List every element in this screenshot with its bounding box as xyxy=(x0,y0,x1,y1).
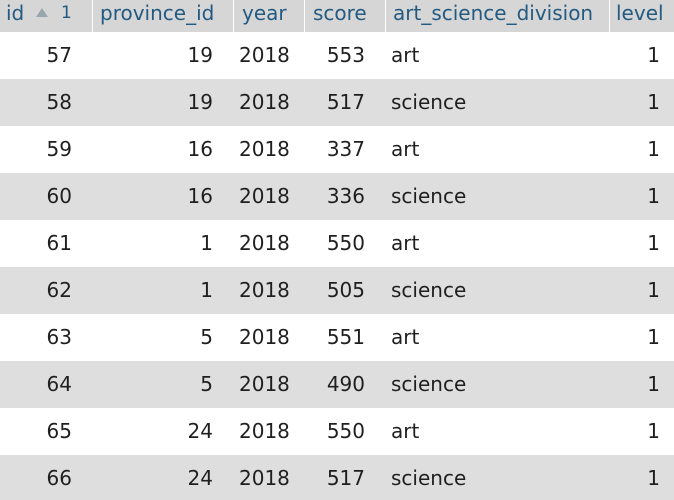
cell-province-id[interactable]: 5 xyxy=(200,372,213,396)
column-divider xyxy=(609,0,610,32)
cell-level[interactable]: 1 xyxy=(647,231,660,255)
table-row[interactable]: 64 5 2018 490 science 1 xyxy=(0,361,674,408)
cell-art-science-division[interactable]: science xyxy=(391,466,467,490)
cell-art-science-division[interactable]: art xyxy=(391,137,420,161)
cell-province-id[interactable]: 5 xyxy=(200,325,213,349)
cell-score[interactable]: 505 xyxy=(326,278,365,302)
cell-art-science-division[interactable]: science xyxy=(391,90,467,114)
cell-score[interactable]: 490 xyxy=(326,372,365,396)
cell-year[interactable]: 2018 xyxy=(239,466,290,490)
cell-province-id[interactable]: 19 xyxy=(187,90,213,114)
cell-art-science-division[interactable]: science xyxy=(391,278,467,302)
cell-id[interactable]: 63 xyxy=(46,325,72,349)
cell-id[interactable]: 61 xyxy=(46,231,72,255)
cell-level[interactable]: 1 xyxy=(647,419,660,443)
cell-score[interactable]: 553 xyxy=(326,43,365,67)
sort-order-number: 1 xyxy=(61,3,72,23)
cell-year[interactable]: 2018 xyxy=(239,325,290,349)
column-header-year[interactable]: year xyxy=(242,1,287,25)
cell-year[interactable]: 2018 xyxy=(239,90,290,114)
cell-province-id[interactable]: 1 xyxy=(200,231,213,255)
cell-province-id[interactable]: 1 xyxy=(200,278,213,302)
cell-id[interactable]: 60 xyxy=(46,184,72,208)
cell-id[interactable]: 58 xyxy=(46,90,72,114)
column-header-score[interactable]: score xyxy=(313,1,367,25)
cell-year[interactable]: 2018 xyxy=(239,419,290,443)
table-row[interactable]: 66 24 2018 517 science 1 xyxy=(0,455,674,500)
cell-level[interactable]: 1 xyxy=(647,90,660,114)
cell-level[interactable]: 1 xyxy=(647,137,660,161)
cell-level[interactable]: 1 xyxy=(647,325,660,349)
cell-id[interactable]: 59 xyxy=(46,137,72,161)
table-row[interactable]: 62 1 2018 505 science 1 xyxy=(0,267,674,314)
column-divider xyxy=(92,0,93,32)
sort-ascending-icon[interactable] xyxy=(36,8,48,17)
cell-art-science-division[interactable]: art xyxy=(391,419,420,443)
cell-score[interactable]: 551 xyxy=(326,325,365,349)
cell-score[interactable]: 517 xyxy=(326,90,365,114)
cell-year[interactable]: 2018 xyxy=(239,278,290,302)
cell-year[interactable]: 2018 xyxy=(239,184,290,208)
cell-province-id[interactable]: 24 xyxy=(187,466,213,490)
table-row[interactable]: 65 24 2018 550 art 1 xyxy=(0,408,674,455)
column-header-id[interactable]: id xyxy=(6,1,25,25)
cell-year[interactable]: 2018 xyxy=(239,137,290,161)
cell-year[interactable]: 2018 xyxy=(239,43,290,67)
cell-score[interactable]: 517 xyxy=(326,466,365,490)
column-header-level[interactable]: level xyxy=(616,1,664,25)
table-row[interactable]: 59 16 2018 337 art 1 xyxy=(0,126,674,173)
cell-art-science-division[interactable]: science xyxy=(391,184,467,208)
cell-level[interactable]: 1 xyxy=(647,466,660,490)
table-row[interactable]: 61 1 2018 550 art 1 xyxy=(0,220,674,267)
cell-level[interactable]: 1 xyxy=(647,278,660,302)
cell-province-id[interactable]: 19 xyxy=(187,43,213,67)
cell-score[interactable]: 550 xyxy=(326,231,365,255)
cell-art-science-division[interactable]: science xyxy=(391,372,467,396)
cell-province-id[interactable]: 16 xyxy=(187,137,213,161)
table-row[interactable]: 63 5 2018 551 art 1 xyxy=(0,314,674,361)
column-header-province-id[interactable]: province_id xyxy=(100,1,215,25)
column-divider xyxy=(233,0,234,32)
cell-id[interactable]: 62 xyxy=(46,278,72,302)
table-header: id 1 province_id year score art_science_… xyxy=(0,0,674,32)
column-header-art-science-division[interactable]: art_science_division xyxy=(393,1,594,25)
cell-id[interactable]: 57 xyxy=(46,43,72,67)
cell-year[interactable]: 2018 xyxy=(239,231,290,255)
cell-id[interactable]: 64 xyxy=(46,372,72,396)
table-row[interactable]: 58 19 2018 517 science 1 xyxy=(0,79,674,126)
column-divider xyxy=(304,0,305,32)
cell-score[interactable]: 336 xyxy=(326,184,365,208)
cell-score[interactable]: 337 xyxy=(326,137,365,161)
cell-level[interactable]: 1 xyxy=(647,43,660,67)
cell-province-id[interactable]: 16 xyxy=(187,184,213,208)
cell-art-science-division[interactable]: art xyxy=(391,325,420,349)
cell-score[interactable]: 550 xyxy=(326,419,365,443)
cell-year[interactable]: 2018 xyxy=(239,372,290,396)
cell-id[interactable]: 65 xyxy=(46,419,72,443)
cell-art-science-division[interactable]: art xyxy=(391,231,420,255)
cell-province-id[interactable]: 24 xyxy=(187,419,213,443)
table-row[interactable]: 57 19 2018 553 art 1 xyxy=(0,32,674,79)
table-row[interactable]: 60 16 2018 336 science 1 xyxy=(0,173,674,220)
column-divider xyxy=(385,0,386,32)
cell-id[interactable]: 66 xyxy=(46,466,72,490)
cell-art-science-division[interactable]: art xyxy=(391,43,420,67)
cell-level[interactable]: 1 xyxy=(647,372,660,396)
cell-level[interactable]: 1 xyxy=(647,184,660,208)
